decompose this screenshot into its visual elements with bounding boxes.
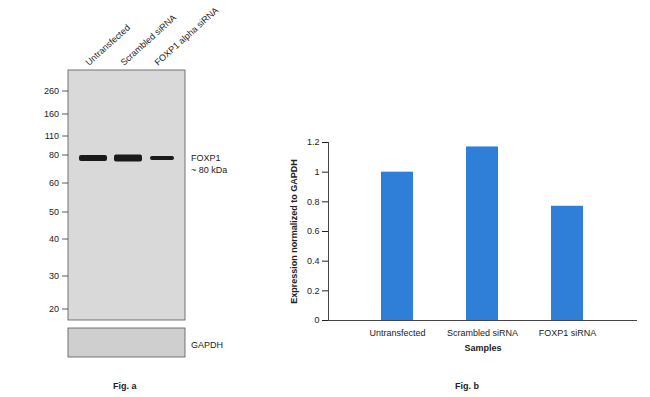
svg-text:FOXP1 alpha siRNA: FOXP1 alpha siRNA [153, 5, 221, 67]
html-text:Fig. b: Fig. b [455, 381, 479, 391]
svg-text:20: 20 [49, 304, 59, 314]
svg-text:Untransfected: Untransfected [369, 328, 425, 338]
svg-text:Expression normalized to GAPDH: Expression normalized to GAPDH [289, 159, 299, 304]
svg-text:0.6: 0.6 [307, 226, 320, 236]
svg-text:30: 30 [49, 271, 59, 281]
svg-text:1.2: 1.2 [307, 137, 320, 147]
svg-text:0.4: 0.4 [307, 256, 320, 266]
svg-text:260: 260 [44, 86, 59, 96]
svg-text:Samples: Samples [464, 343, 501, 353]
svg-text:GAPDH: GAPDH [191, 340, 223, 350]
html-text:Fig. a: Fig. a [113, 381, 137, 391]
svg-text:1: 1 [314, 167, 319, 177]
svg-text:60: 60 [49, 178, 59, 188]
svg-text:Scrambled siRNA: Scrambled siRNA [119, 13, 178, 68]
svg-text:0.2: 0.2 [307, 286, 320, 296]
svg-text:FOXP1 siRNA: FOXP1 siRNA [539, 328, 597, 338]
svg-text:0: 0 [314, 315, 319, 325]
svg-text:80: 80 [49, 150, 59, 160]
svg-text:FOXP1: FOXP1 [191, 153, 221, 163]
svg-text:0.8: 0.8 [307, 197, 320, 207]
svg-text:Scrambled siRNA: Scrambled siRNA [447, 328, 518, 338]
svg-text:160: 160 [44, 109, 59, 119]
svg-text:110: 110 [45, 131, 59, 141]
svg-text:~ 80 kDa: ~ 80 kDa [191, 165, 227, 175]
svg-text:40: 40 [49, 234, 59, 244]
svg-text:50: 50 [49, 207, 59, 217]
svg-text:Untransfected: Untransfected [83, 22, 132, 68]
